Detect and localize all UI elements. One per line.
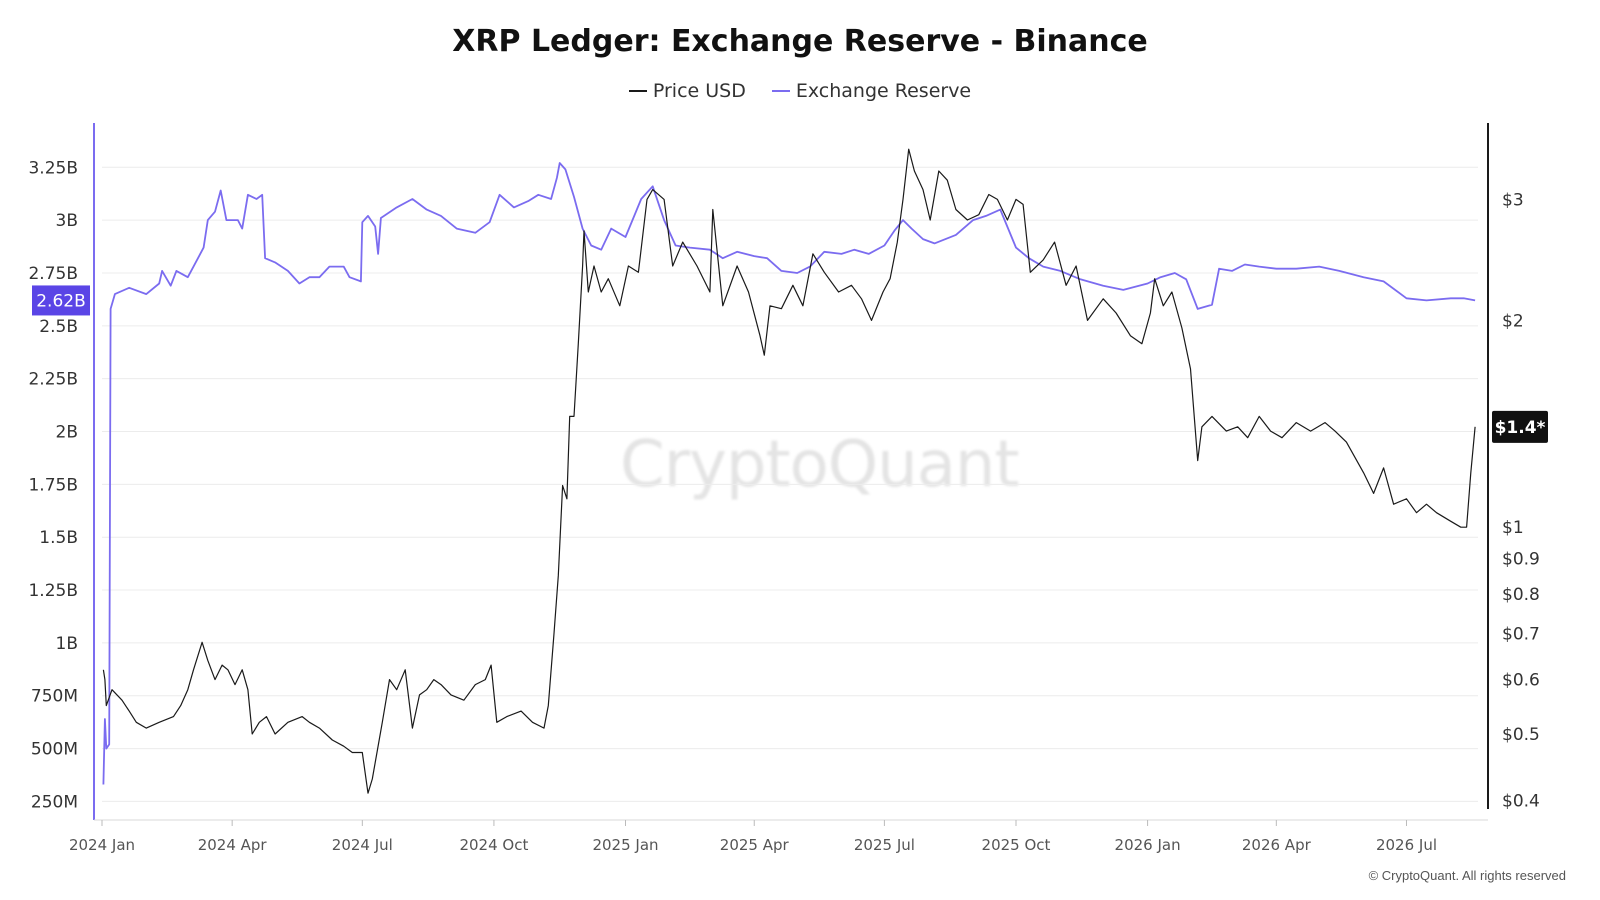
series-line-exchange-reserve: [102, 162, 1476, 785]
y-left-tick-label: 2.25B: [28, 370, 78, 390]
y-right-tick-label: $0.8: [1502, 585, 1540, 605]
chart-title: XRP Ledger: Exchange Reserve - Binance: [452, 24, 1148, 59]
y-right-tick-label: $0.5: [1502, 725, 1540, 745]
x-tick-label: 2026 Jan: [1115, 836, 1181, 854]
current-price-badge: [1492, 410, 1548, 443]
legend-swatch-price: [628, 90, 647, 92]
y-left-tick-label: 750M: [31, 687, 78, 707]
x-tick-label: 2025 Oct: [982, 836, 1051, 854]
y-left-tick-label: 3.25B: [28, 158, 78, 178]
y-left-tick-label: 500M: [31, 740, 78, 760]
y-left-tick-label: 2B: [56, 423, 78, 443]
y-right-tick-label: $2: [1502, 311, 1524, 331]
y-left-tick-label: 2.5B: [39, 317, 78, 337]
x-tick-label: 2025 Jan: [592, 836, 658, 854]
legend-item-price[interactable]: Price USD: [628, 80, 746, 102]
x-tick-label: 2024 Jul: [332, 836, 393, 854]
y-left-tick-label: 1.25B: [28, 581, 78, 601]
legend-swatch-reserve: [771, 90, 790, 92]
current-reserve-label: 2.62B: [36, 291, 86, 311]
y-right-tick-label: $0.4: [1502, 792, 1540, 812]
y-left-tick-label: 1B: [56, 634, 78, 654]
x-tick-label: 2024 Apr: [198, 836, 268, 854]
y-right-tick-label: $3: [1502, 190, 1524, 210]
x-tick-label: 2024 Oct: [459, 836, 528, 854]
y-right-tick-label: $0.7: [1502, 625, 1540, 645]
current-reserve-badge: [32, 285, 90, 316]
legend-item-reserve[interactable]: Exchange Reserve: [771, 80, 972, 102]
legend-label-price: Price USD: [652, 80, 746, 102]
x-tick-label: 2025 Apr: [720, 836, 790, 854]
current-price-label: $1.4*: [1495, 418, 1546, 438]
y-left-tick-label: 3B: [56, 211, 78, 231]
y-left-tick-label: 1.75B: [28, 475, 78, 495]
x-tick-label: 2025 Jul: [854, 836, 915, 854]
y-right-tick-label: $1: [1502, 518, 1524, 538]
y-left-tick-label: 1.5B: [39, 528, 78, 548]
y-right-tick-label: $0.6: [1502, 671, 1540, 691]
x-tick-label: 2026 Jul: [1376, 836, 1437, 854]
y-left-tick-label: 2.75B: [28, 264, 78, 284]
watermark: CryptoQuant: [620, 428, 1020, 502]
series-line-price-usd: [102, 148, 1476, 794]
x-tick-label: 2024 Jan: [69, 836, 135, 854]
legend: Price USD Exchange Reserve: [0, 80, 1600, 102]
y-right-tick-label: $0.9: [1502, 550, 1540, 570]
copyright-notice: © CryptoQuant. All rights reserved: [1368, 868, 1566, 883]
x-tick-label: 2026 Apr: [1242, 836, 1312, 854]
y-left-tick-label: 250M: [31, 792, 78, 812]
legend-label-reserve: Exchange Reserve: [795, 80, 972, 102]
